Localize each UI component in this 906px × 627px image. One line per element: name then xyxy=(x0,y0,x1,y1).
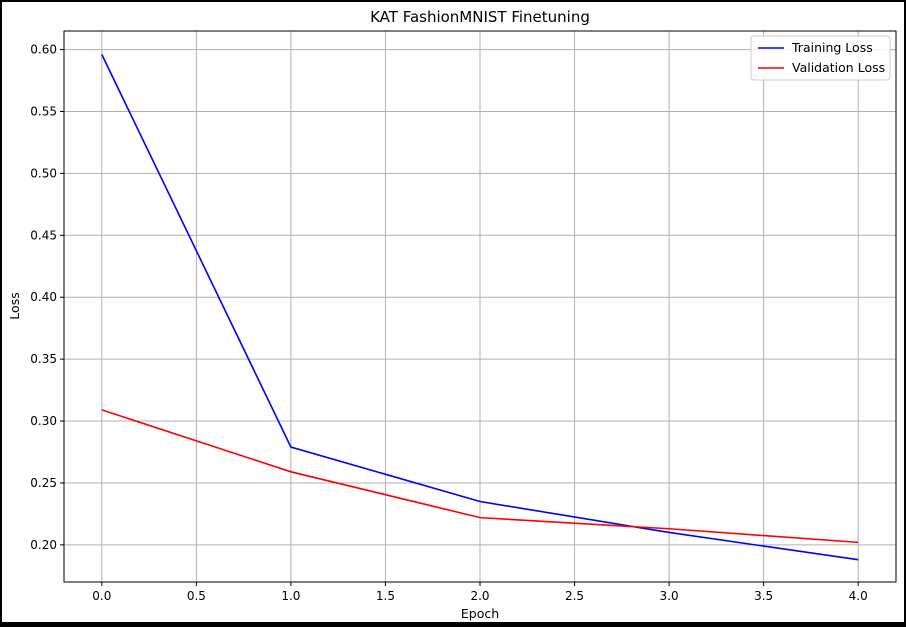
y-tick-label: 0.25 xyxy=(30,476,57,490)
legend-label: Validation Loss xyxy=(792,60,885,75)
x-tick-label: 0.5 xyxy=(187,589,206,603)
series-lines xyxy=(101,54,859,561)
x-axis-ticks: 0.0 0.5 1.0 1.5 2.0 2.5 3.0 3.5 4.0 xyxy=(92,582,868,603)
x-tick-label: 3.0 xyxy=(660,589,679,603)
x-tick-label: 4.0 xyxy=(849,589,868,603)
x-tick-label: 0.0 xyxy=(92,589,111,603)
chart-title: KAT FashionMNIST Finetuning xyxy=(370,8,590,26)
x-tick-label: 3.5 xyxy=(754,589,773,603)
y-tick-label: 0.60 xyxy=(30,43,57,57)
y-tick-label: 0.30 xyxy=(30,414,57,428)
x-tick-label: 1.5 xyxy=(376,589,395,603)
x-tick-label: 2.5 xyxy=(565,589,584,603)
y-axis-label: Loss xyxy=(7,292,22,319)
y-tick-label: 0.45 xyxy=(30,228,57,242)
x-tick-label: 1.0 xyxy=(281,589,300,603)
x-tick-label: 2.0 xyxy=(470,589,489,603)
y-axis-ticks: 0.20 0.25 0.30 0.35 0.40 0.45 0.50 0.55 0.60 xyxy=(30,43,64,552)
grid-lines xyxy=(64,31,896,582)
x-axis-label: Epoch xyxy=(461,606,499,621)
y-tick-label: 0.35 xyxy=(30,352,57,366)
legend-box xyxy=(750,35,891,81)
y-tick-label: 0.50 xyxy=(30,166,57,180)
y-tick-label: 0.20 xyxy=(30,538,57,552)
y-tick-label: 0.55 xyxy=(30,104,57,118)
legend-label: Training Loss xyxy=(791,40,873,55)
legend: Training Loss Validation Loss xyxy=(750,35,891,81)
y-tick-label: 0.40 xyxy=(30,290,57,304)
